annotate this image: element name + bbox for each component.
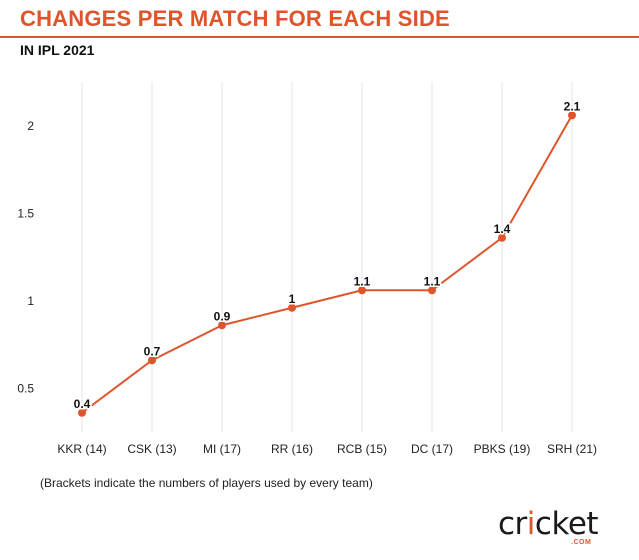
logo-accent-letter: i: [526, 506, 536, 542]
data-point: [568, 111, 576, 120]
data-point: [428, 286, 436, 295]
data-point: [498, 233, 506, 242]
logo-suffix: .COM: [571, 539, 592, 546]
data-label: 1.1: [354, 274, 371, 288]
data-point: [148, 356, 156, 365]
series-line-layer: [81, 114, 573, 414]
series-line: [81, 114, 573, 414]
title-divider: [0, 36, 639, 38]
data-point: [288, 303, 296, 312]
data-point: [358, 286, 366, 295]
x-tick-label: DC (17): [411, 442, 453, 456]
data-point: [78, 408, 86, 417]
y-tick-label: 2: [27, 119, 34, 133]
y-tick-label: 0.5: [17, 381, 34, 395]
x-tick-label: RR (16): [271, 442, 313, 456]
data-label: 0.4: [74, 397, 91, 411]
data-label: 1: [289, 292, 296, 306]
footnote: (Brackets indicate the numbers of player…: [40, 476, 373, 490]
line-chart: 0.5 1 1.5 2 KKR (14) CSK (13) MI (17) RR (16) R…: [17, 82, 597, 456]
data-points: [78, 111, 576, 417]
data-label: 1.1: [424, 274, 441, 288]
chart-subtitle: IN IPL 2021: [20, 42, 95, 58]
cricket-com-logo: cricket .COM: [498, 506, 618, 550]
x-tick-label: MI (17): [203, 442, 241, 456]
logo-wordmark: cricket: [498, 506, 599, 542]
x-axis-labels: KKR (14) CSK (13) MI (17) RR (16) RCB (15) DC…: [57, 442, 597, 456]
data-labels: 0.4 0.7 0.9 1 1.1 1.1 1.4 2.1: [72, 98, 582, 413]
data-label: 1.4: [494, 222, 511, 236]
data-label: 0.7: [144, 344, 161, 358]
data-point: [218, 321, 226, 330]
x-tick-label: KKR (14): [57, 442, 106, 456]
y-tick-label: 1.5: [17, 206, 34, 220]
data-label: 2.1: [564, 99, 581, 113]
y-axis-ticks: 0.5 1 1.5 2: [17, 119, 34, 396]
y-tick-label: 1: [27, 294, 34, 308]
data-label: 0.9: [214, 309, 231, 323]
x-tick-label: PBKS (19): [474, 442, 531, 456]
x-tick-label: SRH (21): [547, 442, 597, 456]
x-tick-label: CSK (13): [127, 442, 176, 456]
chart-title: CHANGES PER MATCH FOR EACH SIDE: [20, 6, 450, 31]
x-tick-label: RCB (15): [337, 442, 387, 456]
grid-lines: [81, 82, 573, 432]
